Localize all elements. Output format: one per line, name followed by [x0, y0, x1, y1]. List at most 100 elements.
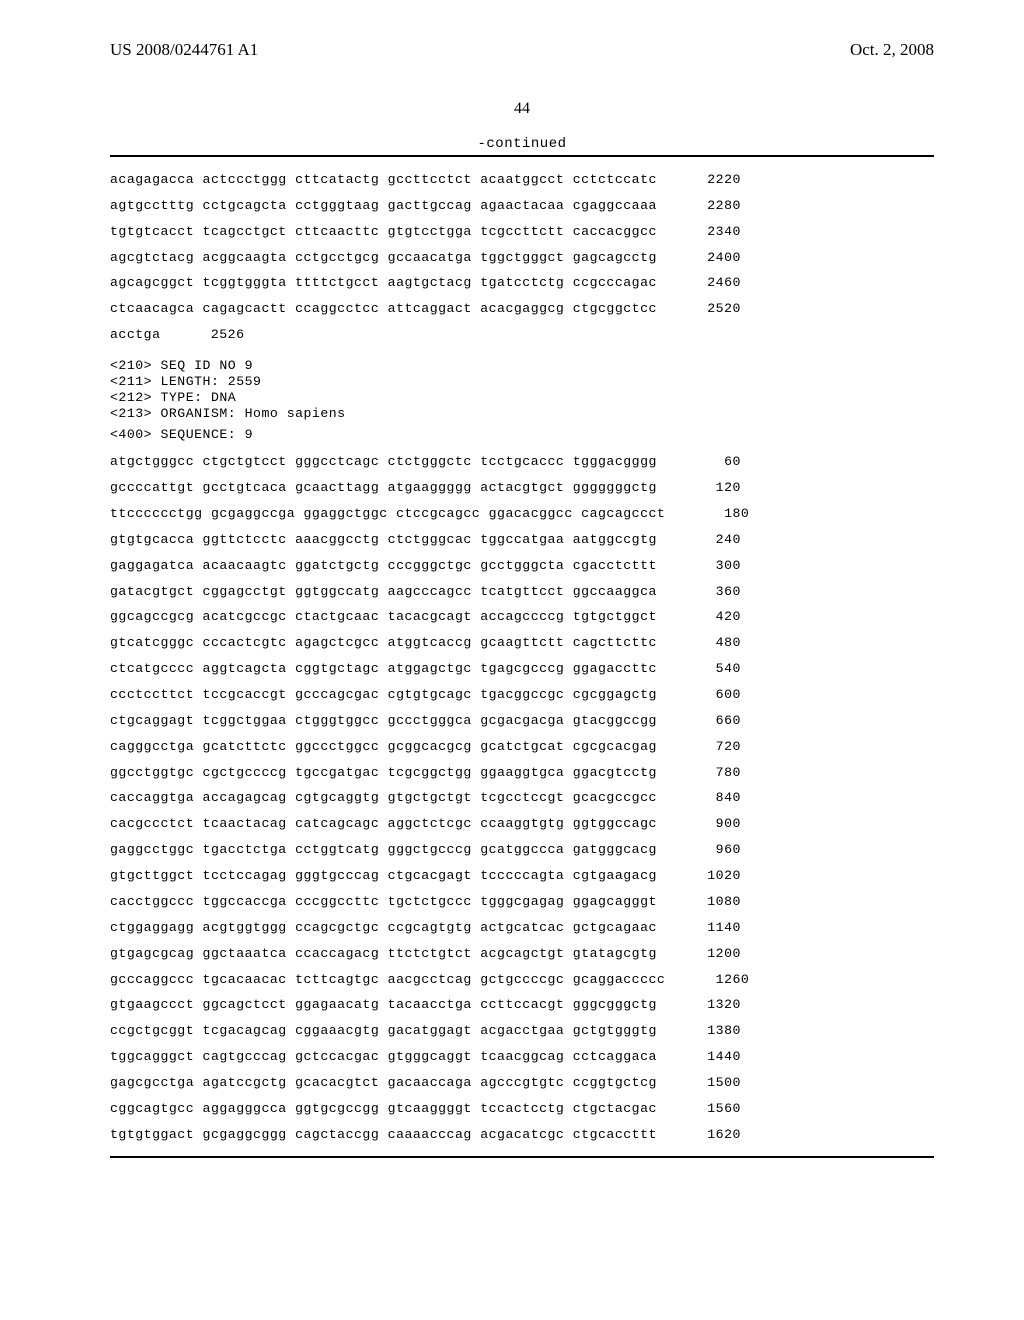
sequence-row: acctga 2526: [110, 324, 934, 350]
sequence-position: 120: [681, 481, 741, 495]
sequence-position: 2340: [681, 225, 741, 239]
sequence-position: 2460: [681, 276, 741, 290]
sequence-position: 660: [681, 714, 741, 728]
sequence-text: ctcatgcccc aggtcagcta cggtgctagc atggagc…: [110, 662, 657, 676]
sequence-position: 780: [681, 766, 741, 780]
sequence-row: ccctccttct tccgcaccgt gcccagcgac cgtgtgc…: [110, 684, 934, 710]
sequence-row: tgtgtggact gcgaggcggg cagctaccgg caaaacc…: [110, 1124, 934, 1150]
sequence-metadata: <210> SEQ ID NO 9 <211> LENGTH: 2559 <21…: [110, 358, 934, 421]
sequence-row: tgtgtcacct tcagcctgct cttcaacttc gtgtcct…: [110, 221, 934, 247]
sequence-rows: atgctgggcc ctgctgtcct gggcctcagc ctctggg…: [110, 451, 934, 1149]
sequence-text: ttcccccctgg gcgaggccga ggaggctggc ctccgc…: [110, 507, 665, 521]
patent-page: US 2008/0244761 A1 Oct. 2, 2008 44 -cont…: [0, 0, 1024, 1320]
sequence-position: 420: [681, 610, 741, 624]
sequence-row: gaggagatca acaacaagtc ggatctgctg cccgggc…: [110, 555, 934, 581]
sequence-text: gaggagatca acaacaagtc ggatctgctg cccgggc…: [110, 559, 657, 573]
sequence-position: 2220: [681, 173, 741, 187]
sequence-row: cggcagtgcc aggagggcca ggtgcgccgg gtcaagg…: [110, 1098, 934, 1124]
sequence-text: gtgagcgcag ggctaaatca ccaccagacg ttctctg…: [110, 947, 657, 961]
sequence-position: 540: [681, 662, 741, 676]
sequence-text: gtgaagccct ggcagctcct ggagaacatg tacaacc…: [110, 998, 657, 1012]
meta-seq-id: <210> SEQ ID NO 9: [110, 358, 934, 374]
sequence-position: 360: [681, 585, 741, 599]
sequence-position: 1200: [681, 947, 741, 961]
sequence-row: ggcctggtgc cgctgccccg tgccgatgac tcgcggc…: [110, 762, 934, 788]
sequence-row: ctgcaggagt tcggctggaa ctgggtggcc gccctgg…: [110, 710, 934, 736]
sequence-row: acagagacca actccctggg cttcatactg gccttcc…: [110, 169, 934, 195]
sequence-position: 840: [681, 791, 741, 805]
sequence-position: 60: [681, 455, 741, 469]
sequence-row: ttcccccctgg gcgaggccga ggaggctggc ctccgc…: [110, 503, 934, 529]
sequence-text: gccccattgt gcctgtcaca gcaacttagg atgaagg…: [110, 481, 657, 495]
sequence-text: acagagacca actccctggg cttcatactg gccttcc…: [110, 173, 657, 187]
publication-date: Oct. 2, 2008: [850, 40, 934, 60]
sequence-text: acctga: [110, 328, 160, 342]
sequence-position: 1260: [689, 973, 749, 987]
sequence-text: gtcatcgggc cccactcgtc agagctcgcc atggtca…: [110, 636, 657, 650]
sequence-text: gaggcctggc tgacctctga cctggtcatg gggctgc…: [110, 843, 657, 857]
sequence-position: 300: [681, 559, 741, 573]
sequence-text: caccaggtga accagagcag cgtgcaggtg gtgctgc…: [110, 791, 657, 805]
sequence-listing-block: acagagacca actccctggg cttcatactg gccttcc…: [110, 155, 934, 1158]
sequence-text: gagcgcctga agatccgctg gcacacgtct gacaacc…: [110, 1076, 657, 1090]
sequence-text: atgctgggcc ctgctgtcct gggcctcagc ctctggg…: [110, 455, 657, 469]
sequence-row: gtgtgcacca ggttctcctc aaacggcctg ctctggg…: [110, 529, 934, 555]
sequence-row: cacctggccc tggccaccga cccggccttc tgctctg…: [110, 891, 934, 917]
sequence-text: ctgcaggagt tcggctggaa ctgggtggcc gccctgg…: [110, 714, 657, 728]
sequence-position: 480: [681, 636, 741, 650]
sequence-position: 1140: [681, 921, 741, 935]
sequence-text: tggcagggct cagtgcccag gctccacgac gtgggca…: [110, 1050, 657, 1064]
sequence-text: gcccaggccc tgcacaacac tcttcagtgc aacgcct…: [110, 973, 665, 987]
sequence-row: agcgtctacg acggcaagta cctgcctgcg gccaaca…: [110, 247, 934, 273]
sequence-row: atgctgggcc ctgctgtcct gggcctcagc ctctggg…: [110, 451, 934, 477]
sequence-position: 960: [681, 843, 741, 857]
publication-number: US 2008/0244761 A1: [110, 40, 258, 60]
sequence-text: ctggaggagg acgtggtggg ccagcgctgc ccgcagt…: [110, 921, 657, 935]
sequence-position: 180: [689, 507, 749, 521]
sequence-position: 1500: [681, 1076, 741, 1090]
sequence-row: gagcgcctga agatccgctg gcacacgtct gacaacc…: [110, 1072, 934, 1098]
sequence-text: tgtgtggact gcgaggcggg cagctaccgg caaaacc…: [110, 1128, 657, 1142]
sequence-position: 2526: [184, 328, 244, 342]
sequence-row: gtcatcgggc cccactcgtc agagctcgcc atggtca…: [110, 632, 934, 658]
sequence-text: ccctccttct tccgcaccgt gcccagcgac cgtgtgc…: [110, 688, 657, 702]
sequence-row: gccccattgt gcctgtcaca gcaacttagg atgaagg…: [110, 477, 934, 503]
sequence-row: ggcagccgcg acatcgccgc ctactgcaac tacacgc…: [110, 606, 934, 632]
sequence-text: agcagcggct tcggtgggta ttttctgcct aagtgct…: [110, 276, 657, 290]
sequence-text: ccgctgcggt tcgacagcag cggaaacgtg gacatgg…: [110, 1024, 657, 1038]
page-header: US 2008/0244761 A1 Oct. 2, 2008: [110, 40, 934, 60]
page-number: 44: [110, 100, 934, 118]
sequence-row: agcagcggct tcggtgggta ttttctgcct aagtgct…: [110, 272, 934, 298]
sequence-text: cggcagtgcc aggagggcca ggtgcgccgg gtcaagg…: [110, 1102, 657, 1116]
sequence-position: 600: [681, 688, 741, 702]
sequence-row: ctcatgcccc aggtcagcta cggtgctagc atggagc…: [110, 658, 934, 684]
sequence-text: agtgcctttg cctgcagcta cctgggtaag gacttgc…: [110, 199, 657, 213]
sequence-position: 240: [681, 533, 741, 547]
sequence-position: 720: [681, 740, 741, 754]
meta-type: <212> TYPE: DNA: [110, 390, 934, 406]
meta-length: <211> LENGTH: 2559: [110, 374, 934, 390]
sequence-row: ctcaacagca cagagcactt ccaggcctcc attcagg…: [110, 298, 934, 324]
sequence-text: ggcctggtgc cgctgccccg tgccgatgac tcgcggc…: [110, 766, 657, 780]
sequence-position: 1320: [681, 998, 741, 1012]
sequence-text: tgtgtcacct tcagcctgct cttcaacttc gtgtcct…: [110, 225, 657, 239]
sequence-row: ctggaggagg acgtggtggg ccagcgctgc ccgcagt…: [110, 917, 934, 943]
sequence-text: cacctggccc tggccaccga cccggccttc tgctctg…: [110, 895, 657, 909]
sequence-row: gcccaggccc tgcacaacac tcttcagtgc aacgcct…: [110, 969, 934, 995]
sequence-position: 2280: [681, 199, 741, 213]
sequence-position: 2520: [681, 302, 741, 316]
sequence-row: gtgcttggct tcctccagag gggtgcccag ctgcacg…: [110, 865, 934, 891]
sequence-row: caccaggtga accagagcag cgtgcaggtg gtgctgc…: [110, 787, 934, 813]
sequence-text: cagggcctga gcatcttctc ggccctggcc gcggcac…: [110, 740, 657, 754]
sequence-row: gatacgtgct cggagcctgt ggtggccatg aagccca…: [110, 581, 934, 607]
sequence-row: cagggcctga gcatcttctc ggccctggcc gcggcac…: [110, 736, 934, 762]
sequence-position: 1620: [681, 1128, 741, 1142]
sequence-row: gtgagcgcag ggctaaatca ccaccagacg ttctctg…: [110, 943, 934, 969]
sequence-position: 900: [681, 817, 741, 831]
sequence-position: 1080: [681, 895, 741, 909]
sequence-position: 1020: [681, 869, 741, 883]
sequence-text: cacgccctct tcaactacag catcagcagc aggctct…: [110, 817, 657, 831]
sequence-text: ctcaacagca cagagcactt ccaggcctcc attcagg…: [110, 302, 657, 316]
sequence-text: agcgtctacg acggcaagta cctgcctgcg gccaaca…: [110, 251, 657, 265]
sequence-row: tggcagggct cagtgcccag gctccacgac gtgggca…: [110, 1046, 934, 1072]
